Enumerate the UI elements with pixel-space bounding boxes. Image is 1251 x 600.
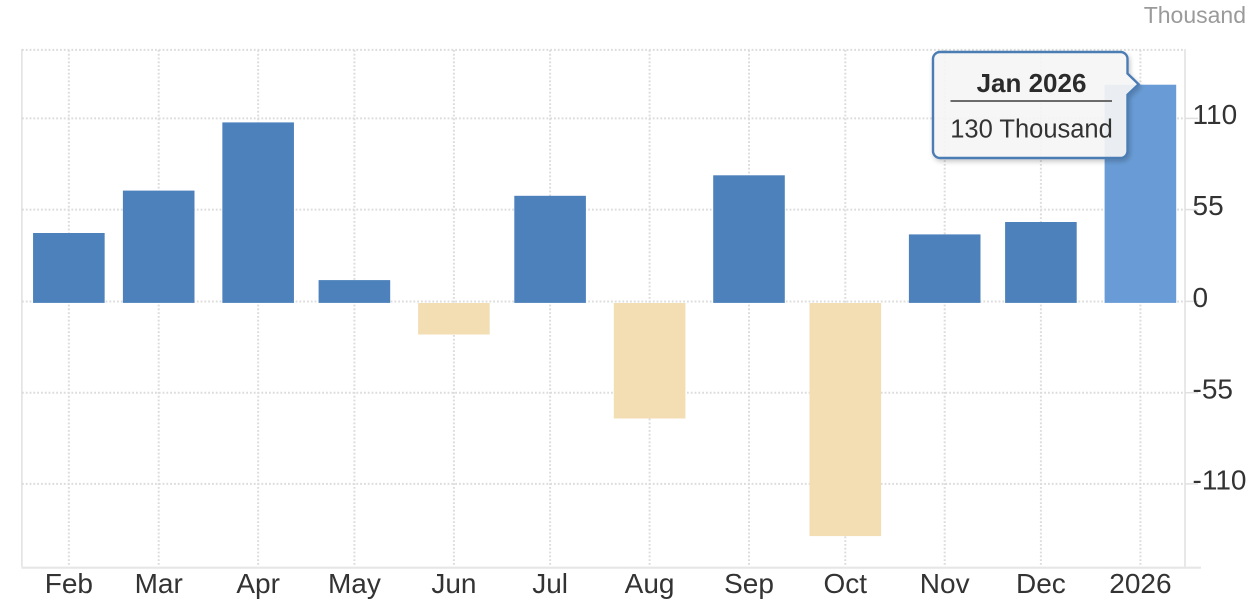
svg-text:2026: 2026: [1109, 568, 1171, 599]
svg-text:Nov: Nov: [920, 568, 970, 599]
svg-text:Aug: Aug: [625, 568, 675, 599]
svg-text:Oct: Oct: [824, 568, 868, 599]
svg-text:Jul: Jul: [532, 568, 568, 599]
svg-text:Mar: Mar: [135, 568, 183, 599]
svg-text:Sep: Sep: [724, 568, 774, 599]
svg-text:Jun: Jun: [431, 568, 476, 599]
svg-text:May: May: [328, 568, 381, 599]
svg-text:130 Thousand: 130 Thousand: [950, 116, 1113, 144]
svg-text:Feb: Feb: [45, 568, 93, 599]
svg-text:Thousand: Thousand: [1144, 2, 1246, 28]
svg-text:-55: -55: [1193, 373, 1233, 404]
svg-text:55: 55: [1193, 190, 1224, 221]
svg-text:-110: -110: [1193, 465, 1247, 496]
svg-text:Apr: Apr: [236, 568, 280, 599]
svg-text:Jan 2026: Jan 2026: [977, 68, 1087, 98]
svg-text:0: 0: [1193, 282, 1209, 313]
svg-text:110: 110: [1193, 99, 1238, 130]
svg-text:Dec: Dec: [1016, 568, 1066, 599]
